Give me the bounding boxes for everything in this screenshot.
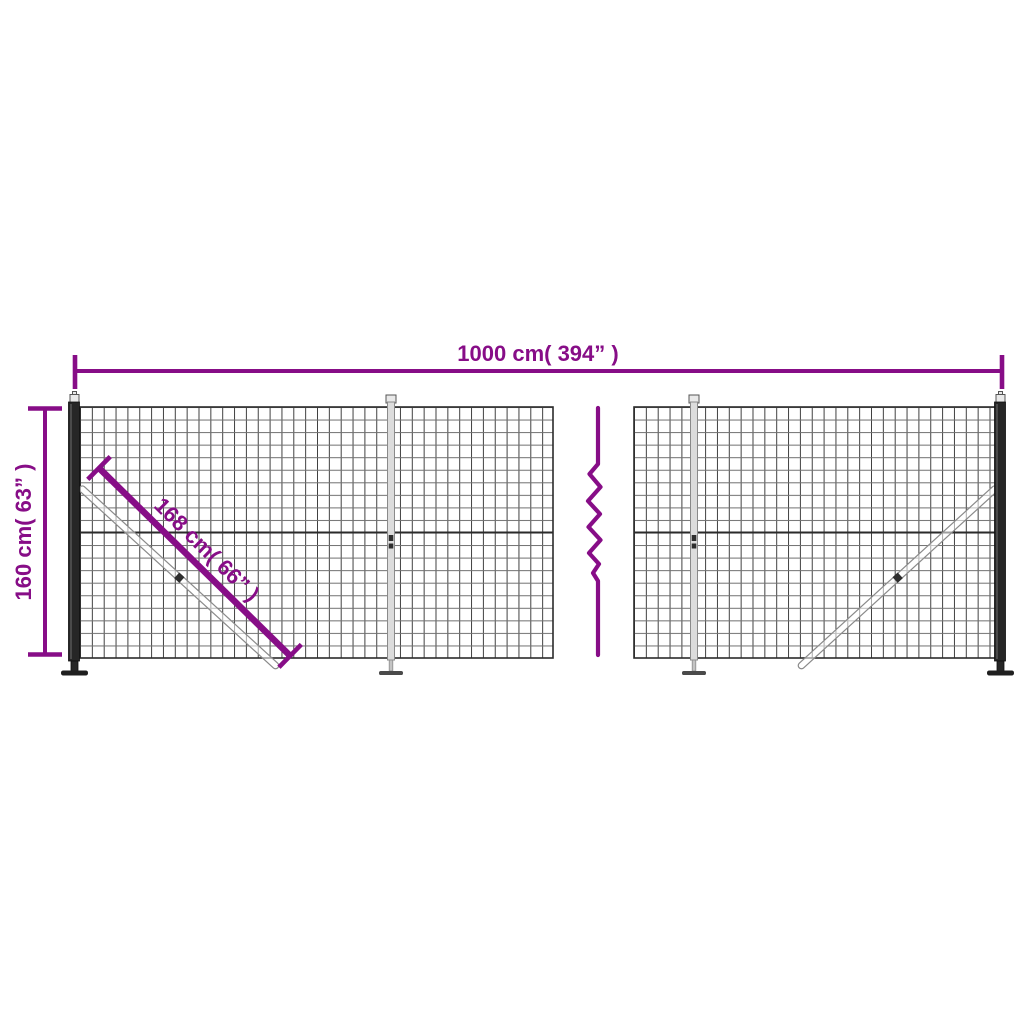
- post-foot-stem: [70, 660, 79, 672]
- post-cap: [69, 394, 80, 403]
- post-clamp: [691, 543, 697, 549]
- end-post-left: [61, 391, 88, 676]
- brace-clamp: [174, 572, 185, 583]
- width-dimension-label: 1000 cm( 394” ): [457, 341, 618, 366]
- post-foot-stem: [388, 659, 394, 672]
- break-zigzag: [585, 405, 603, 658]
- post-body: [690, 401, 698, 661]
- post-foot-plate: [682, 671, 706, 675]
- mid-post-right: [682, 394, 706, 675]
- post-clamp: [691, 535, 697, 541]
- post-foot-plate: [61, 670, 88, 676]
- height-dimension: 160 cm( 63” ): [11, 406, 62, 657]
- width-dimension: 1000 cm( 394” ): [72, 341, 1005, 389]
- fence-panel-right: [633, 406, 999, 670]
- post-foot-plate: [987, 670, 1014, 676]
- post-body: [68, 401, 80, 662]
- post-cap: [995, 394, 1006, 403]
- diagonal-brace-left: [78, 485, 280, 670]
- dimension-end-cap: [86, 454, 112, 482]
- brace-clamp: [892, 572, 903, 583]
- fence-panel-left: [78, 406, 554, 670]
- height-dimension-label: 160 cm( 63” ): [11, 464, 36, 601]
- post-clamp: [388, 543, 394, 549]
- post-clamp: [388, 535, 394, 541]
- dimension-end-cap: [277, 642, 304, 669]
- end-post-right: [987, 391, 1014, 676]
- post-foot-plate: [379, 671, 403, 675]
- post-body: [387, 401, 395, 661]
- post-body: [994, 401, 1006, 662]
- post-foot-stem: [691, 659, 697, 672]
- mid-post-left: [379, 394, 403, 675]
- post-foot-stem: [996, 660, 1005, 672]
